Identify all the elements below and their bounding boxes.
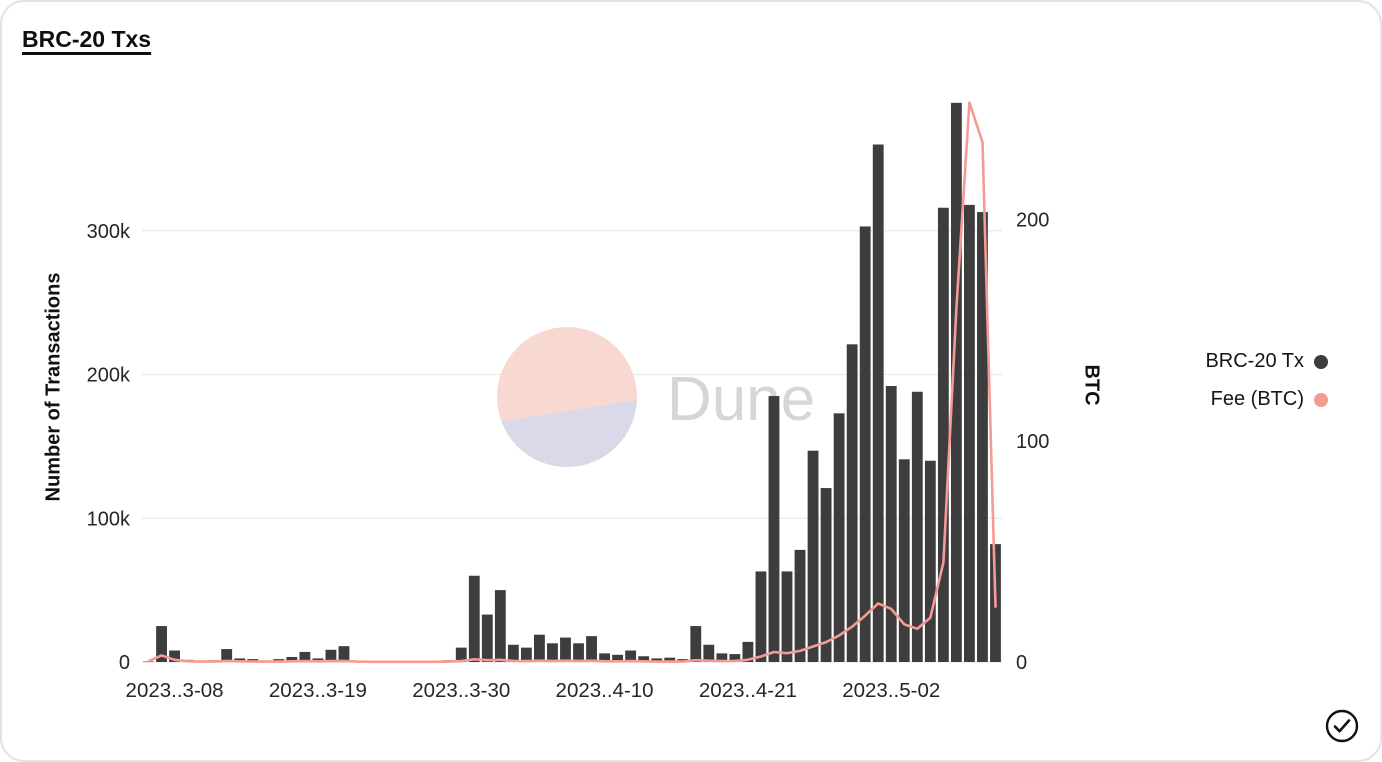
right-tick-label: 100 xyxy=(1016,431,1049,453)
fee-line xyxy=(147,101,997,664)
legend-dot-fee-btc xyxy=(1314,392,1328,407)
bar xyxy=(964,204,975,662)
bar xyxy=(534,634,545,662)
bar xyxy=(872,144,884,662)
bar xyxy=(586,636,597,662)
right-tick-label: 0 xyxy=(1016,652,1027,674)
bar xyxy=(794,549,806,662)
bar xyxy=(638,656,650,662)
bar xyxy=(716,653,728,662)
legend-label-fee-btc: Fee (BTC) xyxy=(1210,388,1304,410)
page-title: BRC-20 Txs xyxy=(22,26,152,52)
x-tick-label: 2023..5-02 xyxy=(842,679,940,702)
bar xyxy=(520,647,532,662)
left-tick-label: 0 xyxy=(119,652,130,674)
right-axis-title: BTC xyxy=(1080,364,1103,406)
x-tick-label: 2023..3-30 xyxy=(412,679,510,702)
bar xyxy=(950,102,962,662)
bar xyxy=(547,643,558,662)
bar xyxy=(977,212,988,662)
bar xyxy=(833,413,845,662)
legend: BRC-20 Tx Fee (BTC) xyxy=(1205,350,1328,411)
bar xyxy=(625,650,637,662)
right-tick-label: 200 xyxy=(1016,210,1049,232)
check-icon xyxy=(1325,709,1359,743)
bar xyxy=(325,649,337,662)
bar xyxy=(468,575,480,662)
bar xyxy=(703,644,715,662)
bar xyxy=(755,571,767,662)
bar xyxy=(807,450,819,662)
legend-item-fee-btc[interactable]: Fee (BTC) xyxy=(1211,388,1328,411)
bar xyxy=(507,644,519,662)
x-tick-label: 2023..4-10 xyxy=(556,679,654,702)
bar xyxy=(924,460,936,662)
check-circle-button[interactable] xyxy=(1324,708,1360,744)
bar xyxy=(651,658,663,662)
bar xyxy=(742,641,754,662)
bar xyxy=(599,653,610,662)
bar xyxy=(768,396,780,662)
brc20-chart: 0 100k 200k 300k 0 100 200 Dune 2023..3-08 2023..… xyxy=(87,101,1049,702)
bar xyxy=(781,571,793,662)
bar xyxy=(494,590,506,662)
bar xyxy=(937,207,949,662)
bar xyxy=(560,637,571,662)
x-tick-label: 2023..3-08 xyxy=(126,679,224,702)
bar xyxy=(156,626,167,662)
legend-dot-brc20-tx xyxy=(1314,354,1328,369)
bar xyxy=(820,488,832,662)
bar xyxy=(690,626,702,662)
bar xyxy=(573,643,584,662)
bar xyxy=(338,646,350,662)
bar xyxy=(612,654,624,662)
legend-label-brc20-tx: BRC-20 Tx xyxy=(1205,350,1304,372)
bar xyxy=(911,391,923,662)
bar xyxy=(221,649,233,662)
bar xyxy=(286,656,298,662)
bar xyxy=(898,459,910,662)
x-tick-label: 2023..3-19 xyxy=(269,679,367,702)
left-tick-label: 200k xyxy=(87,365,131,387)
bar xyxy=(846,344,858,662)
bar xyxy=(299,651,311,662)
bar xyxy=(859,226,871,662)
legend-item-brc20-tx[interactable]: BRC-20 Tx xyxy=(1205,350,1328,373)
left-tick-label: 300k xyxy=(87,221,131,243)
bar xyxy=(481,614,493,662)
bar xyxy=(455,647,467,662)
bar xyxy=(885,386,897,662)
watermark-text: Dune xyxy=(667,365,815,434)
watermark-circle-icon xyxy=(497,327,637,467)
bar xyxy=(729,654,741,662)
left-tick-label: 100k xyxy=(87,508,131,530)
bar xyxy=(169,650,180,662)
bar xyxy=(664,657,676,662)
x-tick-label: 2023..4-21 xyxy=(699,679,797,702)
